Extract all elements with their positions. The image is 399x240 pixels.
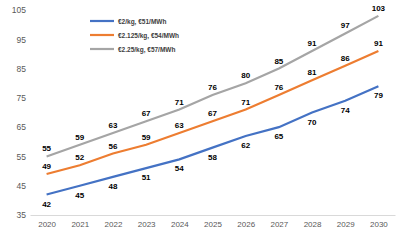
x-tick: 2020	[38, 215, 56, 229]
x-tick-label: 2029	[337, 220, 355, 229]
data-label: 48	[109, 182, 118, 191]
data-label: 76	[208, 83, 217, 92]
x-tick-label: 2024	[171, 220, 189, 229]
data-label: 65	[274, 132, 283, 141]
data-label: 80	[241, 71, 250, 80]
x-tick-label: 2020	[38, 220, 56, 229]
x-axis-line	[31, 215, 396, 216]
data-label: 58	[208, 153, 217, 162]
data-label: 63	[109, 121, 118, 130]
x-tick: 2030	[370, 215, 388, 229]
x-tick: 2021	[71, 215, 89, 229]
data-label: 49	[42, 162, 51, 171]
legend-swatch	[90, 34, 114, 36]
y-tick: 105	[12, 5, 30, 15]
legend-swatch	[90, 48, 114, 50]
legend-label: €2.25/kg, €57/MWh	[118, 46, 175, 54]
y-tick-label: 75	[17, 93, 27, 103]
data-label: 103	[372, 4, 386, 13]
y-tick: 75	[17, 93, 30, 103]
series-line	[47, 86, 379, 194]
data-label: 85	[274, 57, 283, 66]
y-tick-label: 55	[17, 152, 27, 162]
x-tick: 2024	[171, 215, 189, 229]
x-tick-label: 2027	[270, 220, 288, 229]
data-label: 74	[341, 106, 350, 115]
data-label: 54	[175, 164, 184, 173]
x-tick: 2026	[237, 215, 255, 229]
data-label: 70	[308, 118, 317, 127]
x-tick-label: 2022	[105, 220, 123, 229]
data-label: 42	[42, 200, 51, 209]
x-tick-label: 2025	[204, 220, 222, 229]
data-label: 63	[175, 121, 184, 130]
x-tick: 2028	[304, 215, 322, 229]
data-label: 79	[374, 91, 383, 100]
data-labels: 42 45 48 51 54 58 62 65 70 74 79 49 52 56 59 63 67 71 76 81…	[42, 4, 385, 209]
y-tick: 45	[17, 181, 30, 191]
data-label: 71	[241, 98, 250, 107]
data-label: 91	[374, 39, 383, 48]
y-tick: 65	[17, 122, 30, 132]
data-label: 91	[308, 39, 317, 48]
x-axis: 2020 2021 2022 2023 2024 2025 2026 2027 2028 2029…	[31, 215, 396, 229]
y-tick: 95	[17, 35, 30, 45]
x-tick-label: 2021	[71, 220, 89, 229]
data-label: 45	[75, 191, 84, 200]
legend-label: €2/kg, €51/MWh	[118, 18, 166, 26]
data-label: 86	[341, 54, 350, 63]
y-tick-label: 85	[17, 64, 27, 74]
data-label: 71	[175, 98, 184, 107]
series-line	[47, 16, 379, 157]
y-tick-label: 45	[17, 181, 27, 191]
x-tick: 2029	[337, 215, 355, 229]
x-tick-label: 2028	[304, 220, 322, 229]
y-tick-label: 65	[17, 122, 27, 132]
x-tick-label: 2030	[370, 220, 388, 229]
x-tick: 2027	[270, 215, 288, 229]
x-tick: 2025	[204, 215, 222, 229]
series-line	[47, 51, 379, 174]
data-label: 59	[75, 133, 84, 142]
data-label: 55	[42, 144, 51, 153]
y-tick-label: 95	[17, 35, 27, 45]
y-tick: 85	[17, 64, 30, 74]
chart: 3545556575859510520202021202220232024202…	[0, 0, 399, 240]
data-label: 52	[75, 153, 84, 162]
x-tick-label: 2026	[237, 220, 255, 229]
data-label: 59	[142, 133, 151, 142]
data-label: 81	[308, 68, 317, 77]
y-tick: 55	[17, 152, 30, 162]
y-axis: 35 45 55 65 75 85 95 105	[12, 5, 31, 220]
y-tick-label: 105	[12, 5, 26, 15]
y-tick: 35	[17, 210, 30, 220]
data-label: 76	[274, 83, 283, 92]
data-label: 56	[109, 142, 118, 151]
data-label: 51	[142, 173, 151, 182]
y-tick-label: 35	[17, 210, 27, 220]
x-tick: 2022	[105, 215, 123, 229]
data-label: 67	[208, 109, 217, 118]
x-tick: 2023	[138, 215, 156, 229]
legend-swatch	[90, 20, 114, 22]
lines	[47, 16, 379, 195]
data-label: 97	[341, 21, 350, 30]
legend: €2/kg, €51/MWh €2.125/kg, €54/MWh €2.25/kg…	[90, 18, 179, 54]
legend-label: €2.125/kg, €54/MWh	[118, 32, 179, 40]
x-tick-label: 2023	[138, 220, 156, 229]
y-axis-line	[30, 11, 31, 216]
data-label: 67	[142, 109, 151, 118]
data-label: 62	[241, 141, 250, 150]
